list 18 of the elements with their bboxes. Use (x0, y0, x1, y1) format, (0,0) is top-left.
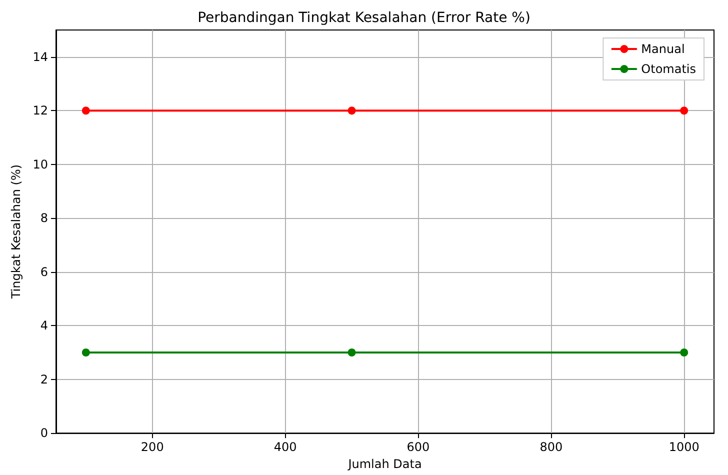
y-tick-label: 4 (40, 318, 48, 333)
x-tick-label: 1000 (668, 440, 700, 454)
y-tick-label: 6 (40, 264, 48, 279)
x-tick-label: 800 (540, 440, 563, 454)
y-tick-label: 12 (32, 104, 48, 118)
legend-label: Manual (641, 42, 685, 56)
y-tick-label: 0 (40, 426, 48, 440)
y-tick-label: 8 (40, 211, 48, 226)
x-axis-title: Jumlah Data (347, 457, 422, 471)
chart-title: Perbandingan Tingkat Kesalahan (Error Rate %) (198, 10, 530, 26)
y-tick-label: 10 (32, 157, 48, 172)
y-tick-label: 2 (40, 372, 48, 386)
x-tick-label: 600 (406, 440, 430, 454)
legend-label: Otomatis (641, 62, 696, 76)
x-tick-label: 400 (274, 440, 297, 454)
y-axis-title: Tingkat Kesalahan (%) (8, 164, 23, 300)
x-tick-label: 200 (140, 440, 164, 454)
y-tick-label: 14 (32, 50, 48, 64)
